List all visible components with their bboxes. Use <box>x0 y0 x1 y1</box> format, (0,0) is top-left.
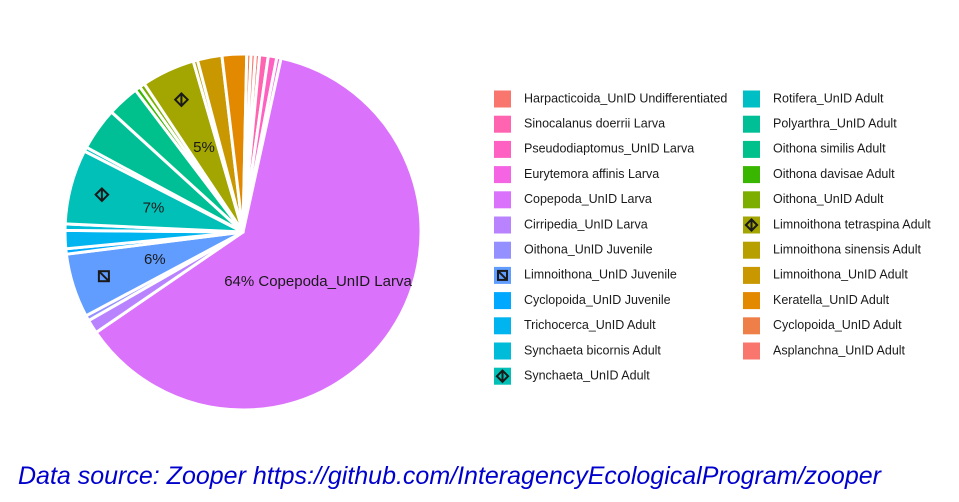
legend-label-copepoda-unid-larva: Copepoda_UnID Larva <box>524 192 652 206</box>
legend-swatch-keratella-unid-adult <box>743 292 760 310</box>
slice-label-copepoda-unid-larva: 64% Copepoda_UnID Larva <box>224 273 412 290</box>
legend-label-cirripedia-unid-larva: Cirripedia_UnID Larva <box>524 217 648 231</box>
legend-marker-limnoithona-unid-juvenile <box>497 269 508 281</box>
legend-item-pseudodiaptomus-unid-larva: Pseudodiaptomus_UnID Larva <box>494 140 694 158</box>
legend-item-cirripedia-unid-larva: Cirripedia_UnID Larva <box>494 216 648 234</box>
legend-label-oithona-davisae-adult: Oithona davisae Adult <box>773 167 895 181</box>
pie-slice-copepoda-unid-larva <box>94 56 423 412</box>
legend-label-polyarthra-unid-adult: Polyarthra_UnID Adult <box>773 116 897 130</box>
legend-marker-synchaeta-unid-adult <box>495 369 510 384</box>
legend-label-trichocerca-unid-adult: Trichocerca_UnID Adult <box>524 318 656 332</box>
legend-label-rotifera-unid-adult: Rotifera_UnID Adult <box>773 91 884 105</box>
pie-slice-marker-limnoithona-tetraspina-adult <box>173 92 190 108</box>
legend-swatch-asplanchna-unid-adult <box>743 342 760 360</box>
legend-label-keratella-unid-adult: Keratella_UnID Adult <box>773 293 890 307</box>
legend-label-pseudodiaptomus-unid-larva: Pseudodiaptomus_UnID Larva <box>524 142 694 156</box>
slice-label-synchaeta-unid-adult: 7% <box>143 199 165 216</box>
legend-item-oithona-unid-juvenile: Oithona_UnID Juvenile <box>494 241 653 259</box>
slice-label-limnoithona-tetraspina-adult: 5% <box>193 139 215 156</box>
legend-item-limnoithona-tetraspina-adult: Limnoithona tetraspina Adult <box>743 216 931 234</box>
legend: Harpacticoida_UnID Undifferentiated Sinoc… <box>494 90 931 385</box>
legend-item-eurytemora-affinis-larva: Eurytemora affinis Larva <box>494 166 659 184</box>
legend-label-oithona-unid-juvenile: Oithona_UnID Juvenile <box>524 242 653 256</box>
legend-swatch-harpacticoida-unid-undifferentiated <box>494 90 511 108</box>
legend-swatch-trichocerca-unid-adult <box>494 317 511 335</box>
legend-item-asplanchna-unid-adult: Asplanchna_UnID Adult <box>743 342 906 360</box>
legend-item-limnoithona-sinensis-adult: Limnoithona sinensis Adult <box>743 241 922 259</box>
pie-slices <box>63 52 423 412</box>
legend-item-limnoithona-unid-adult: Limnoithona_UnID Adult <box>743 266 908 284</box>
legend-item-sinocalanus-doerrii-larva: Sinocalanus doerrii Larva <box>494 115 665 133</box>
pie-slice-marker-limnoithona-unid-juvenile <box>97 270 110 283</box>
legend-item-synchaeta-bicornis-adult: Synchaeta bicornis Adult <box>494 342 661 360</box>
legend-swatch-pseudodiaptomus-unid-larva <box>494 140 511 158</box>
legend-item-polyarthra-unid-adult: Polyarthra_UnID Adult <box>743 115 897 133</box>
legend-label-synchaeta-unid-adult: Synchaeta_UnID Adult <box>524 368 650 382</box>
legend-item-oithona-unid-adult: Oithona_UnID Adult <box>743 191 884 209</box>
legend-swatch-oithona-unid-juvenile <box>494 241 511 259</box>
legend-label-limnoithona-sinensis-adult: Limnoithona sinensis Adult <box>773 242 922 256</box>
legend-swatch-oithona-unid-adult <box>743 191 760 209</box>
legend-label-cyclopoida-unid-juvenile: Cyclopoida_UnID Juvenile <box>524 293 671 307</box>
legend-item-copepoda-unid-larva: Copepoda_UnID Larva <box>494 191 652 209</box>
legend-marker-limnoithona-tetraspina-adult <box>744 217 759 233</box>
legend-item-trichocerca-unid-adult: Trichocerca_UnID Adult <box>494 317 656 335</box>
legend-swatch-sinocalanus-doerrii-larva <box>494 115 511 133</box>
legend-swatch-limnoithona-sinensis-adult <box>743 241 760 259</box>
legend-item-oithona-similis-adult: Oithona similis Adult <box>743 140 886 158</box>
legend-swatch-cyclopoida-unid-juvenile <box>494 292 511 310</box>
legend-label-sinocalanus-doerrii-larva: Sinocalanus doerrii Larva <box>524 116 665 130</box>
legend-item-synchaeta-unid-adult: Synchaeta_UnID Adult <box>494 367 650 385</box>
pie-slice-marker-synchaeta-unid-adult <box>94 187 110 203</box>
legend-swatch-copepoda-unid-larva <box>494 191 511 209</box>
legend-swatch-rotifera-unid-adult <box>743 90 760 108</box>
legend-label-harpacticoida-unid-undifferentiated: Harpacticoida_UnID Undifferentiated <box>524 91 727 105</box>
legend-label-oithona-unid-adult: Oithona_UnID Adult <box>773 192 884 206</box>
legend-item-rotifera-unid-adult: Rotifera_UnID Adult <box>743 90 884 108</box>
slice-labels: 64% Copepoda_UnID Larva 6% 7% 5% <box>143 139 413 290</box>
legend-item-cyclopoida-unid-juvenile: Cyclopoida_UnID Juvenile <box>494 292 671 310</box>
legend-label-limnoithona-tetraspina-adult: Limnoithona tetraspina Adult <box>773 217 931 231</box>
legend-item-harpacticoida-unid-undifferentiated: Harpacticoida_UnID Undifferentiated <box>494 90 727 108</box>
legend-swatch-cirripedia-unid-larva <box>494 216 511 234</box>
legend-label-oithona-similis-adult: Oithona similis Adult <box>773 142 886 156</box>
legend-swatch-synchaeta-bicornis-adult <box>494 342 511 360</box>
legend-swatch-polyarthra-unid-adult <box>743 115 760 133</box>
legend-label-eurytemora-affinis-larva: Eurytemora affinis Larva <box>524 167 659 181</box>
pie-slice-asplanchna-unid-adult <box>241 52 257 234</box>
legend-swatch-oithona-davisae-adult <box>743 166 760 184</box>
legend-label-limnoithona-unid-adult: Limnoithona_UnID Adult <box>773 268 908 282</box>
legend-item-cyclopoida-unid-adult: Cyclopoida_UnID Adult <box>743 317 902 335</box>
legend-item-oithona-davisae-adult: Oithona davisae Adult <box>743 166 895 184</box>
legend-item-keratella-unid-adult: Keratella_UnID Adult <box>743 292 890 310</box>
slice-label-limnoithona-unid-juvenile: 6% <box>144 251 166 268</box>
legend-swatch-cyclopoida-unid-adult <box>743 317 760 335</box>
legend-item-limnoithona-unid-juvenile: Limnoithona_UnID Juvenile <box>494 266 677 284</box>
data-source-caption: Data source: Zooper https://github.com/I… <box>18 462 881 490</box>
legend-label-limnoithona-unid-juvenile: Limnoithona_UnID Juvenile <box>524 268 677 282</box>
legend-swatch-eurytemora-affinis-larva <box>494 166 511 184</box>
legend-label-cyclopoida-unid-adult: Cyclopoida_UnID Adult <box>773 318 902 332</box>
legend-swatch-limnoithona-unid-adult <box>743 266 760 284</box>
legend-label-synchaeta-bicornis-adult: Synchaeta bicornis Adult <box>524 343 661 357</box>
legend-label-asplanchna-unid-adult: Asplanchna_UnID Adult <box>773 343 906 357</box>
legend-swatch-oithona-similis-adult <box>743 140 760 158</box>
